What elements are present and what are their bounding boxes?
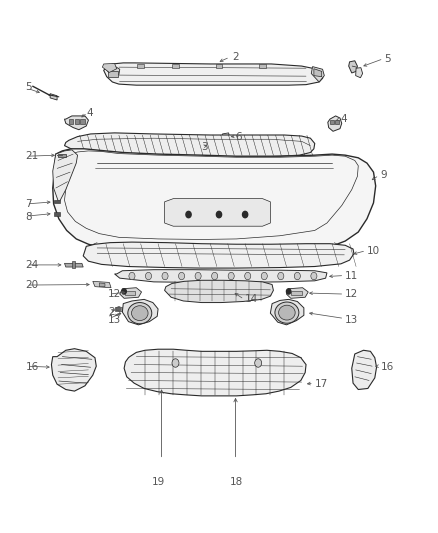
Circle shape <box>145 272 152 280</box>
Polygon shape <box>80 119 85 124</box>
Circle shape <box>212 272 218 280</box>
Circle shape <box>228 272 234 280</box>
Polygon shape <box>54 200 60 204</box>
Text: 10: 10 <box>367 246 380 256</box>
Ellipse shape <box>131 306 148 320</box>
Text: 19: 19 <box>152 477 165 487</box>
Polygon shape <box>122 300 158 325</box>
Circle shape <box>245 272 251 280</box>
Circle shape <box>286 289 291 294</box>
Polygon shape <box>221 133 230 144</box>
Text: 8: 8 <box>25 212 32 222</box>
Polygon shape <box>259 64 266 68</box>
Polygon shape <box>58 154 66 157</box>
Circle shape <box>195 272 201 280</box>
Polygon shape <box>165 199 270 226</box>
Polygon shape <box>125 291 135 295</box>
Circle shape <box>261 272 267 280</box>
Circle shape <box>294 272 300 280</box>
Text: 13: 13 <box>108 314 121 325</box>
Circle shape <box>122 289 126 294</box>
Circle shape <box>278 272 284 280</box>
Polygon shape <box>314 69 322 77</box>
Circle shape <box>243 212 248 217</box>
Polygon shape <box>108 71 118 77</box>
Polygon shape <box>83 242 354 268</box>
Polygon shape <box>99 283 105 287</box>
Circle shape <box>179 272 185 280</box>
Polygon shape <box>102 63 117 72</box>
Ellipse shape <box>275 302 299 323</box>
Polygon shape <box>53 150 78 203</box>
Polygon shape <box>291 291 302 295</box>
Polygon shape <box>311 67 324 82</box>
Polygon shape <box>120 288 141 298</box>
Polygon shape <box>172 64 179 68</box>
Polygon shape <box>286 288 308 298</box>
Text: 4: 4 <box>86 108 93 118</box>
Text: 12: 12 <box>345 289 358 299</box>
Text: 11: 11 <box>345 271 358 281</box>
Polygon shape <box>105 66 120 77</box>
Polygon shape <box>330 119 334 124</box>
Polygon shape <box>72 261 75 268</box>
Text: 21: 21 <box>25 151 39 161</box>
Text: 3: 3 <box>201 142 208 152</box>
Polygon shape <box>50 94 57 100</box>
Polygon shape <box>328 116 342 131</box>
Text: 12: 12 <box>108 289 121 299</box>
Polygon shape <box>215 64 223 68</box>
Polygon shape <box>64 133 315 158</box>
Text: 14: 14 <box>245 294 258 304</box>
Polygon shape <box>74 119 79 124</box>
Circle shape <box>129 272 135 280</box>
Polygon shape <box>53 149 376 255</box>
Polygon shape <box>54 213 60 216</box>
Polygon shape <box>64 116 88 130</box>
Polygon shape <box>116 307 122 311</box>
Polygon shape <box>137 64 144 68</box>
Text: 20: 20 <box>25 280 39 290</box>
Polygon shape <box>51 349 96 391</box>
Polygon shape <box>69 119 73 124</box>
Text: 5: 5 <box>385 54 391 63</box>
Circle shape <box>216 212 222 217</box>
Text: 25: 25 <box>108 306 121 317</box>
Circle shape <box>117 307 120 311</box>
Circle shape <box>186 212 191 217</box>
Text: 18: 18 <box>230 477 243 487</box>
Polygon shape <box>356 68 363 78</box>
Text: 16: 16 <box>381 362 394 372</box>
Text: 2: 2 <box>232 52 239 62</box>
Text: 5: 5 <box>25 82 32 92</box>
Text: 24: 24 <box>25 260 39 270</box>
Polygon shape <box>104 63 323 85</box>
Polygon shape <box>93 281 111 288</box>
Circle shape <box>172 359 179 367</box>
Text: 7: 7 <box>25 199 32 209</box>
Polygon shape <box>165 280 273 303</box>
Text: 4: 4 <box>341 114 347 124</box>
Circle shape <box>162 272 168 280</box>
Text: 9: 9 <box>380 171 387 180</box>
Ellipse shape <box>279 305 295 320</box>
Text: 17: 17 <box>315 379 328 389</box>
Circle shape <box>311 272 317 280</box>
Text: 13: 13 <box>345 314 358 325</box>
Text: 16: 16 <box>25 362 39 372</box>
Polygon shape <box>352 350 377 390</box>
Polygon shape <box>270 300 304 325</box>
Ellipse shape <box>128 303 152 324</box>
Circle shape <box>254 359 261 367</box>
Polygon shape <box>335 119 339 124</box>
Polygon shape <box>64 263 83 267</box>
Text: 6: 6 <box>236 132 242 142</box>
Polygon shape <box>115 270 327 282</box>
Polygon shape <box>124 349 306 396</box>
Polygon shape <box>349 61 357 73</box>
